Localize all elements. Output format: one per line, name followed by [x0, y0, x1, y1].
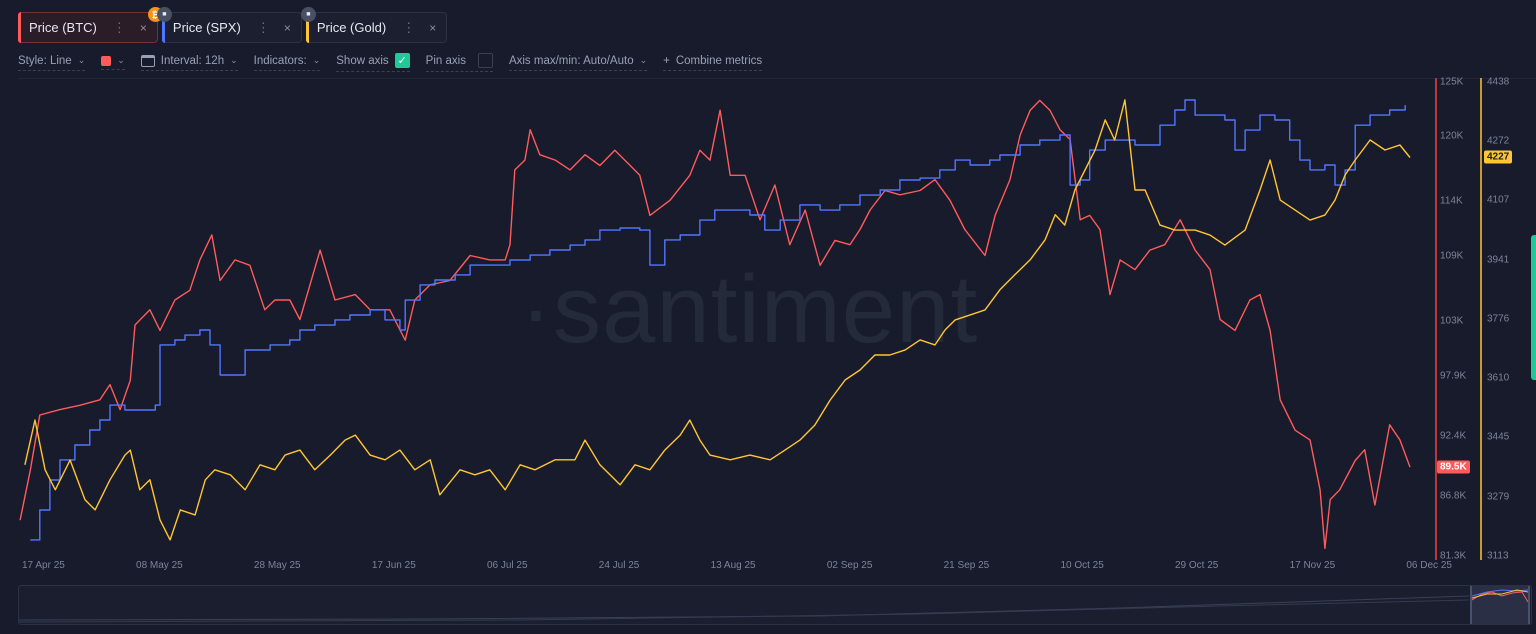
- close-icon[interactable]: ×: [139, 20, 147, 35]
- tab-label: Price (BTC): [29, 20, 97, 35]
- x-axis-tick-label: 21 Sep 25: [943, 560, 990, 571]
- show-axis-checkbox[interactable]: ✓: [394, 53, 410, 68]
- btc-axis-tick-label: 103K: [1440, 315, 1464, 327]
- x-axis-tick-label: 13 Aug 25: [710, 560, 756, 571]
- x-axis: 17 Apr 25 08 May 25 28 May 25 17 Jun 25 06 J…: [22, 560, 1452, 571]
- gold-axis-line: [1480, 78, 1482, 560]
- pin-axis-checkbox[interactable]: [477, 53, 493, 68]
- show-axis-label: Show axis: [336, 54, 389, 67]
- lock-icon: ■: [300, 7, 316, 22]
- color-swatch: [101, 55, 112, 66]
- x-axis-tick-label: 29 Oct 25: [1175, 560, 1219, 571]
- chart-top-border: [18, 78, 1536, 79]
- santiment-watermark: ·santiment: [520, 256, 979, 363]
- x-axis-tick-label: 06 Jul 25: [486, 560, 528, 571]
- combine-metrics-button[interactable]: + Combine metrics: [663, 54, 763, 71]
- chevron-down-icon: ⌄: [77, 55, 86, 65]
- interval-label: Interval: 12h: [160, 54, 225, 67]
- gold-axis-tick-label: 3610: [1487, 372, 1510, 384]
- chart-toolbar: Style: Line ⌄ ⌄ Interval: 12h ⌄ Indicators…: [18, 53, 778, 72]
- lock-icon: ■: [156, 7, 172, 22]
- gold-axis-tick-label: 3279: [1487, 491, 1510, 503]
- x-axis-tick-label: 17 Jun 25: [371, 560, 416, 571]
- btc-last-value-tag: 89.5K: [1437, 460, 1470, 474]
- gold-axis-tick-label: 4272: [1487, 135, 1510, 147]
- close-icon[interactable]: ×: [283, 20, 291, 35]
- x-axis-tick-label: 17 Nov 25: [1289, 560, 1336, 571]
- metric-tabs: Price (BTC) ⋮ × ₿ Price (SPX) ⋮ × ■ Pric…: [18, 7, 448, 43]
- chevron-down-icon: ⌄: [230, 55, 238, 65]
- show-axis-toggle[interactable]: Show axis ✓: [336, 53, 410, 72]
- tab-label: Price (SPX): [172, 20, 241, 35]
- tab-color-bar: [161, 12, 165, 43]
- btc-axis-tick-label: 109K: [1440, 250, 1464, 262]
- navigator-selection-preview: [1471, 589, 1529, 603]
- btc-axis-tick-label: 92.4K: [1440, 430, 1467, 442]
- btc-axis-tick-label: 81.3K: [1440, 550, 1467, 562]
- navigator-series: [18, 599, 1470, 623]
- x-axis-tick-label: 06 Dec 25: [1406, 560, 1452, 571]
- tab-price-btc[interactable]: Price (BTC) ⋮ × ₿: [18, 7, 163, 43]
- tab-color-bar: [18, 12, 21, 43]
- gold-axis-tick-label: 4107: [1487, 194, 1510, 206]
- x-axis-tick-label: 08 May 25: [136, 560, 183, 571]
- x-axis-tick-label: 28 May 25: [253, 560, 301, 571]
- x-axis-tick-label: 17 Apr 25: [22, 560, 65, 571]
- gold-last-value-tag: 4227: [1484, 150, 1513, 164]
- scrollbar[interactable]: [1531, 235, 1536, 380]
- navigator-overview: [18, 595, 1470, 623]
- tab-color-bar: [305, 12, 309, 43]
- x-axis-tick-label: 10 Oct 25: [1060, 560, 1104, 571]
- tab-menu-icon[interactable]: ⋮: [112, 19, 126, 35]
- btc-axis-line: [1435, 78, 1437, 560]
- pin-axis-label: Pin axis: [425, 54, 466, 67]
- tab-menu-icon[interactable]: ⋮: [256, 19, 270, 35]
- axis-maxmin-label: Axis max/min: Auto/Auto: [508, 54, 634, 67]
- chevron-down-icon: ⌄: [117, 55, 125, 65]
- btc-axis-tick-label: 125K: [1440, 76, 1464, 88]
- plus-icon: +: [663, 54, 670, 67]
- color-dropdown[interactable]: ⌄: [101, 55, 125, 70]
- series-line-btc: [19, 99, 1411, 550]
- calendar-icon: [140, 54, 155, 67]
- series-line-spx: [30, 99, 1406, 541]
- btc-axis-tick-label: 97.9K: [1440, 370, 1467, 382]
- x-axis-tick-label: 02 Sep 25: [826, 560, 873, 571]
- interval-dropdown[interactable]: Interval: 12h ⌄: [140, 54, 238, 71]
- x-axis-tick-label: 24 Jul 25: [598, 560, 640, 571]
- style-label: Style: Line: [18, 54, 72, 67]
- combine-metrics-label: Combine metrics: [675, 54, 763, 67]
- indicators-dropdown[interactable]: Indicators: ⌄: [253, 54, 321, 71]
- gold-axis-tick-label: 3941: [1487, 254, 1510, 266]
- chevron-down-icon: ⌄: [639, 55, 648, 65]
- btc-axis-tick-label: 86.8K: [1440, 490, 1467, 502]
- close-icon[interactable]: ×: [429, 20, 437, 35]
- chevron-down-icon: ⌄: [312, 55, 321, 65]
- gold-axis-tick-label: 3113: [1487, 550, 1509, 562]
- gold-axis-tick-label: 4438: [1487, 76, 1510, 88]
- tab-label: Price (Gold): [316, 20, 387, 35]
- tab-price-gold[interactable]: Price (Gold) ⋮ × ■: [300, 7, 448, 43]
- btc-axis-tick-label: 114K: [1440, 195, 1463, 207]
- gold-axis-tick-label: 3776: [1487, 313, 1510, 325]
- btc-axis-tick-label: 120K: [1440, 130, 1464, 142]
- style-dropdown[interactable]: Style: Line ⌄: [18, 54, 86, 71]
- gold-axis-tick-label: 3445: [1487, 431, 1510, 443]
- price-chart[interactable]: [18, 82, 1432, 556]
- series-line-gold: [24, 99, 1411, 541]
- tab-menu-icon[interactable]: ⋮: [402, 19, 416, 35]
- pin-axis-toggle[interactable]: Pin axis: [425, 53, 493, 72]
- axis-maxmin-dropdown[interactable]: Axis max/min: Auto/Auto ⌄: [508, 54, 648, 71]
- navigator-selection-handle[interactable]: [1470, 586, 1530, 624]
- timeline-navigator[interactable]: [18, 585, 1532, 625]
- tab-price-spx[interactable]: Price (SPX) ⋮ × ■: [156, 7, 302, 43]
- indicators-label: Indicators:: [253, 54, 307, 67]
